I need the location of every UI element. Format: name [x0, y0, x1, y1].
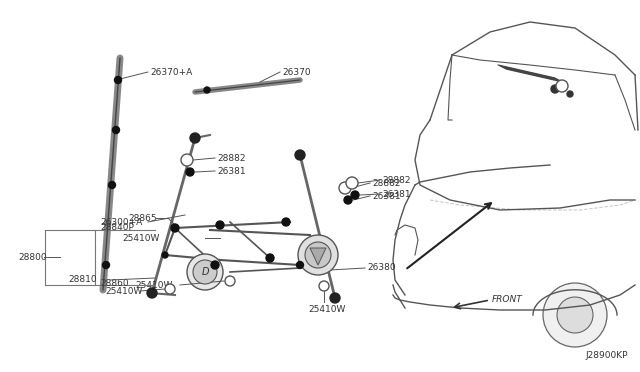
Circle shape: [113, 126, 120, 134]
Circle shape: [296, 262, 303, 269]
Circle shape: [330, 293, 340, 303]
Circle shape: [339, 182, 351, 194]
Text: 28810: 28810: [68, 276, 97, 285]
Text: 25410W: 25410W: [308, 305, 346, 314]
Circle shape: [543, 283, 607, 347]
Circle shape: [193, 260, 217, 284]
Circle shape: [171, 224, 179, 232]
Text: 28882: 28882: [217, 154, 246, 163]
Text: 26381: 26381: [382, 189, 411, 199]
Polygon shape: [310, 248, 326, 265]
Text: 26370+A: 26370+A: [150, 67, 192, 77]
Text: 26380: 26380: [367, 263, 396, 273]
Circle shape: [190, 133, 200, 143]
Circle shape: [109, 182, 115, 189]
Circle shape: [557, 297, 593, 333]
Text: FRONT: FRONT: [492, 295, 523, 304]
Circle shape: [165, 284, 175, 294]
Circle shape: [344, 196, 352, 204]
Circle shape: [351, 191, 359, 199]
Text: 28800: 28800: [18, 253, 47, 262]
Circle shape: [551, 85, 559, 93]
Circle shape: [295, 150, 305, 160]
Circle shape: [216, 221, 224, 229]
Text: 26300+A: 26300+A: [100, 218, 142, 227]
Circle shape: [115, 77, 122, 83]
Circle shape: [305, 242, 331, 268]
Circle shape: [298, 235, 338, 275]
Text: 25410W: 25410W: [123, 234, 160, 243]
Circle shape: [266, 254, 274, 262]
Text: 28840P: 28840P: [100, 222, 134, 231]
Text: D: D: [201, 267, 209, 277]
Circle shape: [282, 218, 290, 226]
Text: J28900KP: J28900KP: [586, 351, 628, 360]
Text: 28882: 28882: [372, 179, 401, 187]
Circle shape: [225, 276, 235, 286]
Circle shape: [186, 168, 194, 176]
Text: 28860: 28860: [100, 279, 129, 288]
Text: 26370: 26370: [282, 67, 310, 77]
Text: 26381: 26381: [372, 192, 401, 201]
Text: 26381: 26381: [217, 167, 246, 176]
Text: 28882: 28882: [382, 176, 410, 185]
Circle shape: [102, 262, 109, 269]
Circle shape: [319, 281, 329, 291]
Text: 25410W: 25410W: [105, 286, 142, 295]
Text: 25410W: 25410W: [135, 280, 172, 289]
Circle shape: [556, 80, 568, 92]
Circle shape: [346, 177, 358, 189]
Circle shape: [211, 261, 219, 269]
Circle shape: [187, 254, 223, 290]
Circle shape: [162, 252, 168, 258]
Text: 28865: 28865: [129, 214, 157, 222]
Circle shape: [204, 87, 210, 93]
Circle shape: [147, 288, 157, 298]
Circle shape: [567, 91, 573, 97]
Circle shape: [181, 154, 193, 166]
